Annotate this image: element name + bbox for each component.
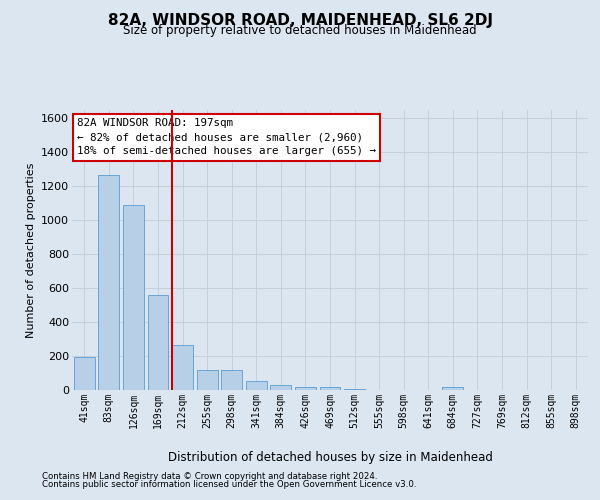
Bar — [344, 389, 365, 390]
Bar — [197, 370, 218, 390]
Bar — [221, 370, 242, 390]
Bar — [98, 176, 119, 390]
Text: 82A, WINDSOR ROAD, MAIDENHEAD, SL6 2DJ: 82A, WINDSOR ROAD, MAIDENHEAD, SL6 2DJ — [107, 12, 493, 28]
Bar — [271, 385, 292, 390]
Bar — [148, 295, 169, 390]
Text: Contains HM Land Registry data © Crown copyright and database right 2024.: Contains HM Land Registry data © Crown c… — [42, 472, 377, 481]
Y-axis label: Number of detached properties: Number of detached properties — [26, 162, 35, 338]
Text: Contains public sector information licensed under the Open Government Licence v3: Contains public sector information licen… — [42, 480, 416, 489]
Bar — [172, 345, 193, 390]
Text: Distribution of detached houses by size in Maidenhead: Distribution of detached houses by size … — [167, 451, 493, 464]
Bar — [442, 386, 463, 390]
Bar — [295, 386, 316, 390]
Text: 82A WINDSOR ROAD: 197sqm
← 82% of detached houses are smaller (2,960)
18% of sem: 82A WINDSOR ROAD: 197sqm ← 82% of detach… — [77, 118, 376, 156]
Bar — [320, 388, 340, 390]
Text: Size of property relative to detached houses in Maidenhead: Size of property relative to detached ho… — [123, 24, 477, 37]
Bar — [246, 380, 267, 390]
Bar — [74, 357, 95, 390]
Bar — [123, 205, 144, 390]
